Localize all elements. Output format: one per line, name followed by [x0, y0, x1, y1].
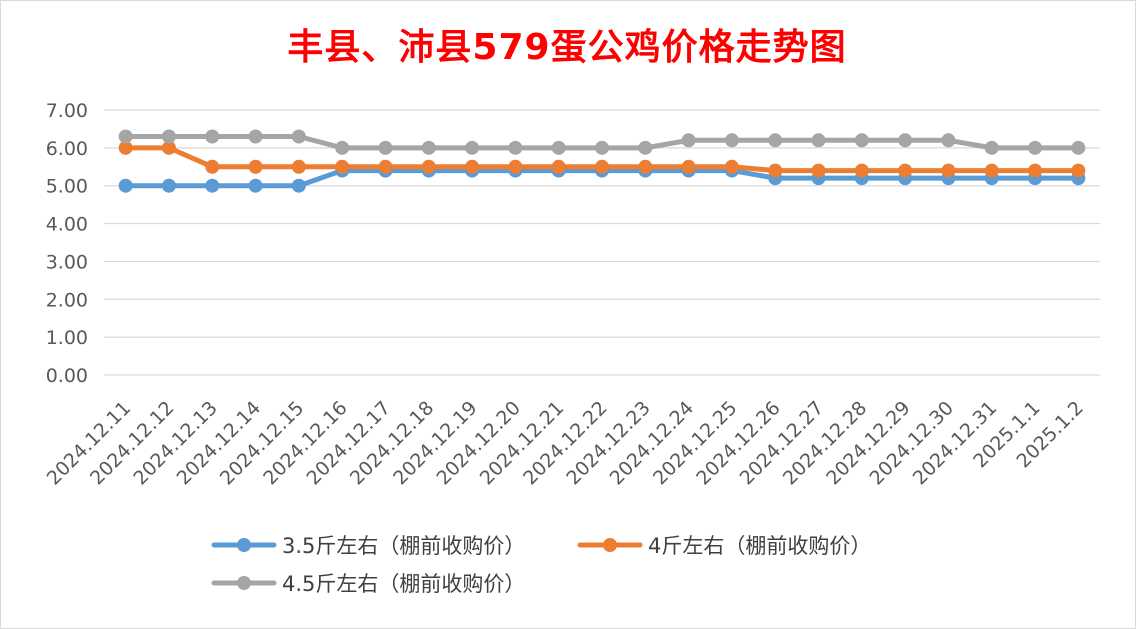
- data-point: [1028, 163, 1043, 178]
- y-tick-label: 7.00: [46, 100, 88, 122]
- legend-item: 4斤左右（棚前收购价）: [577, 534, 871, 558]
- legend-marker: [603, 538, 617, 552]
- data-point: [681, 159, 696, 174]
- y-tick-label: 3.00: [46, 251, 88, 273]
- series-2: [118, 140, 1086, 178]
- data-point: [378, 159, 393, 174]
- y-axis-ticks: 0.00 1.00 2.00 3.00 4.00 5.00 6.00 7.00: [46, 100, 88, 387]
- data-point: [551, 159, 566, 174]
- data-point: [291, 129, 306, 144]
- data-point: [854, 163, 869, 178]
- y-tick-label: 5.00: [46, 176, 88, 198]
- data-point: [984, 140, 999, 155]
- chart-title: 丰县、沛县579蛋公鸡价格走势图: [287, 27, 847, 68]
- series-3: [118, 129, 1086, 155]
- data-point: [335, 140, 350, 155]
- data-point: [248, 129, 263, 144]
- x-axis-ticks: 2024.12.112024.12.122024.12.132024.12.14…: [43, 397, 1088, 489]
- data-point: [638, 140, 653, 155]
- data-point: [811, 163, 826, 178]
- data-point: [205, 129, 220, 144]
- data-point: [1028, 140, 1043, 155]
- data-point: [941, 133, 956, 148]
- data-point: [595, 159, 609, 174]
- data-point: [898, 163, 913, 178]
- data-point: [161, 140, 176, 155]
- data-point: [118, 140, 133, 155]
- data-point: [724, 159, 739, 174]
- data-point: [118, 178, 133, 193]
- data-point: [335, 159, 350, 174]
- data-point: [681, 133, 696, 148]
- data-point: [811, 133, 826, 148]
- data-point: [161, 129, 176, 144]
- legend-label: 4.5斤左右（棚前收购价）: [282, 572, 525, 596]
- data-point: [248, 159, 263, 174]
- data-point: [205, 178, 220, 193]
- data-point: [378, 140, 393, 155]
- data-point: [768, 133, 783, 148]
- y-tick-label: 6.00: [46, 138, 88, 160]
- y-tick-label: 4.00: [46, 214, 88, 236]
- data-point: [898, 133, 913, 148]
- data-point: [551, 140, 566, 155]
- data-point: [854, 133, 869, 148]
- data-point: [161, 178, 176, 193]
- y-tick-label: 0.00: [46, 365, 88, 387]
- data-point: [984, 163, 999, 178]
- data-point: [465, 140, 480, 155]
- legend-label: 3.5斤左右（棚前收购价）: [282, 534, 525, 558]
- data-point: [465, 159, 480, 174]
- data-point: [421, 159, 436, 174]
- legend: 3.5斤左右（棚前收购价） 4斤左右（棚前收购价） 4.5斤左右（棚前收购价）: [211, 534, 871, 596]
- data-point: [248, 178, 263, 193]
- data-point: [508, 140, 523, 155]
- legend-item: 4.5斤左右（棚前收购价）: [211, 572, 525, 596]
- y-tick-label: 1.00: [46, 327, 88, 349]
- data-point: [508, 159, 523, 174]
- data-point: [205, 159, 220, 174]
- data-point: [724, 133, 739, 148]
- data-point: [421, 140, 436, 155]
- data-point: [638, 159, 653, 174]
- series-lines: [118, 129, 1086, 193]
- legend-marker: [237, 538, 251, 552]
- data-point: [768, 163, 783, 178]
- legend-label: 4斤左右（棚前收购价）: [648, 534, 871, 558]
- y-tick-label: 2.00: [46, 289, 88, 311]
- data-point: [1071, 163, 1086, 178]
- data-point: [1071, 140, 1086, 155]
- data-point: [291, 178, 306, 193]
- data-point: [118, 129, 133, 144]
- data-point: [595, 140, 609, 155]
- data-point: [291, 159, 306, 174]
- data-point: [941, 163, 956, 178]
- legend-marker: [237, 576, 251, 590]
- legend-item: 3.5斤左右（棚前收购价）: [211, 534, 525, 558]
